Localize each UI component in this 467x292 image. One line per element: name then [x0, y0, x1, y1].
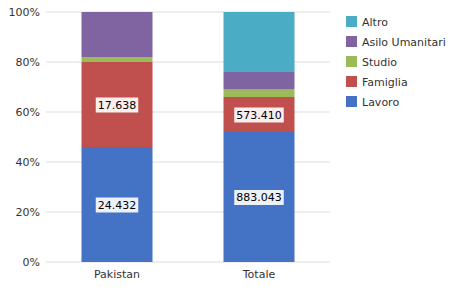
legend-swatch [346, 96, 357, 107]
annotation-text: 573.410 [236, 109, 282, 122]
x-tick-label: Totale [242, 268, 276, 281]
legend-label: Studio [362, 56, 397, 69]
bar-segment [224, 12, 295, 72]
chart-svg: 0% 20% 40% 60% 80% 100% Pakistan Totale 24.432 88… [0, 0, 467, 292]
legend: Altro Asilo Umanitari Studio Famiglia Lavoro [346, 16, 446, 109]
bar-segment [224, 97, 295, 132]
grid [46, 12, 330, 262]
y-tick-label: 60% [16, 106, 40, 119]
chart-container: 0% 20% 40% 60% 80% 100% Pakistan Totale 24.432 88… [0, 0, 467, 292]
y-tick-label: 20% [16, 206, 40, 219]
legend-swatch [346, 16, 357, 27]
legend-label: Altro [362, 16, 388, 29]
annotation-box [96, 198, 139, 213]
bar-segment [224, 72, 295, 90]
annotation-box [234, 108, 284, 123]
legend-swatch [346, 36, 357, 47]
bar-segment [224, 90, 295, 98]
annotation-text: 24.432 [98, 199, 137, 212]
bar-segment [82, 12, 153, 57]
annotation-text: 883.043 [236, 191, 282, 204]
bar-segment [224, 132, 295, 262]
bar-segment [82, 12, 153, 13]
x-tick-label: Pakistan [94, 268, 140, 281]
bar-segment [82, 62, 153, 147]
annotation-box [234, 190, 284, 205]
y-tick-label: 100% [9, 6, 40, 19]
annotation: 883.043 [234, 190, 284, 205]
annotation: 24.432 [96, 198, 139, 213]
annotation: 573.410 [234, 108, 284, 123]
legend-swatch [346, 56, 357, 67]
bar-segment [82, 57, 153, 62]
y-tick-label: 80% [16, 56, 40, 69]
annotation-text: 17.638 [98, 99, 137, 112]
legend-label: Lavoro [362, 96, 399, 109]
bar-segment [82, 147, 153, 262]
legend-label: Asilo Umanitari [362, 36, 446, 49]
legend-swatch [346, 76, 357, 87]
annotation: 17.638 [96, 98, 139, 113]
bars [82, 12, 295, 262]
y-tick-label: 40% [16, 156, 40, 169]
legend-label: Famiglia [362, 76, 408, 89]
y-tick-label: 0% [23, 256, 40, 269]
annotation-box [96, 98, 139, 113]
